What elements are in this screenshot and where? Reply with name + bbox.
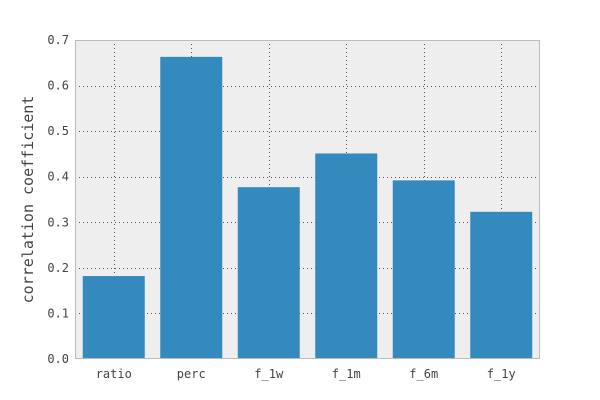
bar-f_1w bbox=[237, 187, 300, 359]
bar-ratio bbox=[82, 276, 145, 359]
x-axis-ticks: ratio perc f_1w f_1m f_6m f_1y bbox=[96, 367, 516, 381]
bar-f_1y bbox=[470, 211, 533, 359]
y-tick-label: 0.5 bbox=[47, 124, 69, 138]
y-tick-label: 0.2 bbox=[47, 261, 69, 275]
y-axis-ticks: 0.0 0.1 0.2 0.3 0.4 0.5 0.6 0.7 bbox=[47, 33, 69, 366]
grid-lines bbox=[75, 40, 540, 359]
x-tick-label: f_1y bbox=[487, 367, 516, 381]
bar-perc bbox=[160, 56, 223, 360]
y-axis-label: correlation coefficient bbox=[19, 96, 37, 304]
y-tick-label: 0.1 bbox=[47, 306, 69, 320]
x-tick-label: f_1w bbox=[254, 367, 284, 381]
y-tick-label: 0.4 bbox=[47, 170, 69, 184]
x-tick-label: perc bbox=[177, 367, 206, 381]
x-tick-label: ratio bbox=[96, 367, 132, 381]
bar-f_1m bbox=[315, 153, 378, 359]
x-tick-label: f_6m bbox=[409, 367, 438, 381]
plot-background bbox=[75, 40, 540, 359]
y-tick-label: 0.0 bbox=[47, 352, 69, 366]
y-tick-label: 0.6 bbox=[47, 79, 69, 93]
bars bbox=[82, 56, 533, 360]
bar-f_6m bbox=[392, 180, 455, 359]
y-tick-label: 0.7 bbox=[47, 33, 69, 47]
y-tick-label: 0.3 bbox=[47, 215, 69, 229]
plot-frame bbox=[75, 40, 540, 359]
x-tick-label: f_1m bbox=[332, 367, 361, 381]
